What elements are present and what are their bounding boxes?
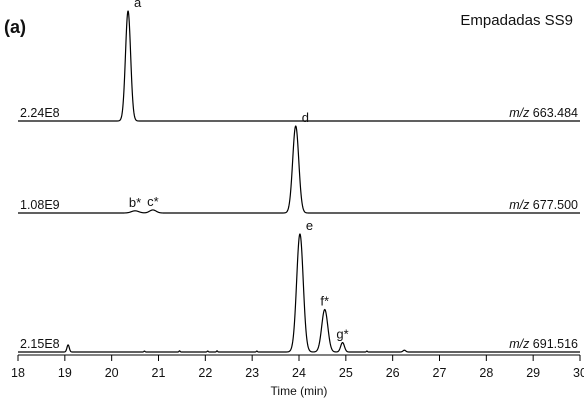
x-tick-label: 25 <box>339 366 353 380</box>
x-axis-label: Time (min) <box>271 384 328 398</box>
peak-label-a: a <box>134 0 142 10</box>
max-intensity-label: 2.24E8 <box>20 106 60 120</box>
x-axis-ticks: 18 19 20 21 22 23 24 25 26 27 28 29 30 <box>11 355 584 380</box>
peak-label-b-star: b* <box>129 195 141 210</box>
x-tick-label: 29 <box>526 366 540 380</box>
x-tick-label: 22 <box>198 366 212 380</box>
traces: 2.24E8 m/z 663.484 a 1.08E9 m/z 677.500 b* c* d… <box>17 0 581 353</box>
trace-line-2 <box>17 125 581 214</box>
x-tick-label: 21 <box>152 366 166 380</box>
x-tick-label: 18 <box>11 366 25 380</box>
x-tick-label: 19 <box>58 366 72 380</box>
x-tick-label: 30 <box>573 366 584 380</box>
trace-line-1 <box>17 10 581 122</box>
mz-label: m/z 663.484 <box>509 106 578 120</box>
peak-label-d: d <box>302 110 309 125</box>
x-tick-label: 26 <box>386 366 400 380</box>
x-tick-label: 28 <box>479 366 493 380</box>
mz-label: m/z 677.500 <box>509 198 578 212</box>
mz-label: m/z 691.516 <box>509 337 578 351</box>
panel-label: (a) <box>4 17 26 37</box>
sample-label: Empadadas SS9 <box>460 12 573 29</box>
peak-label-e: e <box>306 218 313 233</box>
peak-label-f-star: f* <box>320 294 329 309</box>
max-intensity-label: 1.08E9 <box>20 198 60 212</box>
max-intensity-label: 2.15E8 <box>20 337 60 351</box>
x-tick-label: 24 <box>292 366 306 380</box>
peak-label-g-star: g* <box>336 327 348 342</box>
x-tick-label: 27 <box>433 366 447 380</box>
x-tick-label: 20 <box>105 366 119 380</box>
x-tick-label: 23 <box>245 366 259 380</box>
peak-label-c-star: c* <box>147 194 159 209</box>
trace-line-3 <box>17 233 581 353</box>
